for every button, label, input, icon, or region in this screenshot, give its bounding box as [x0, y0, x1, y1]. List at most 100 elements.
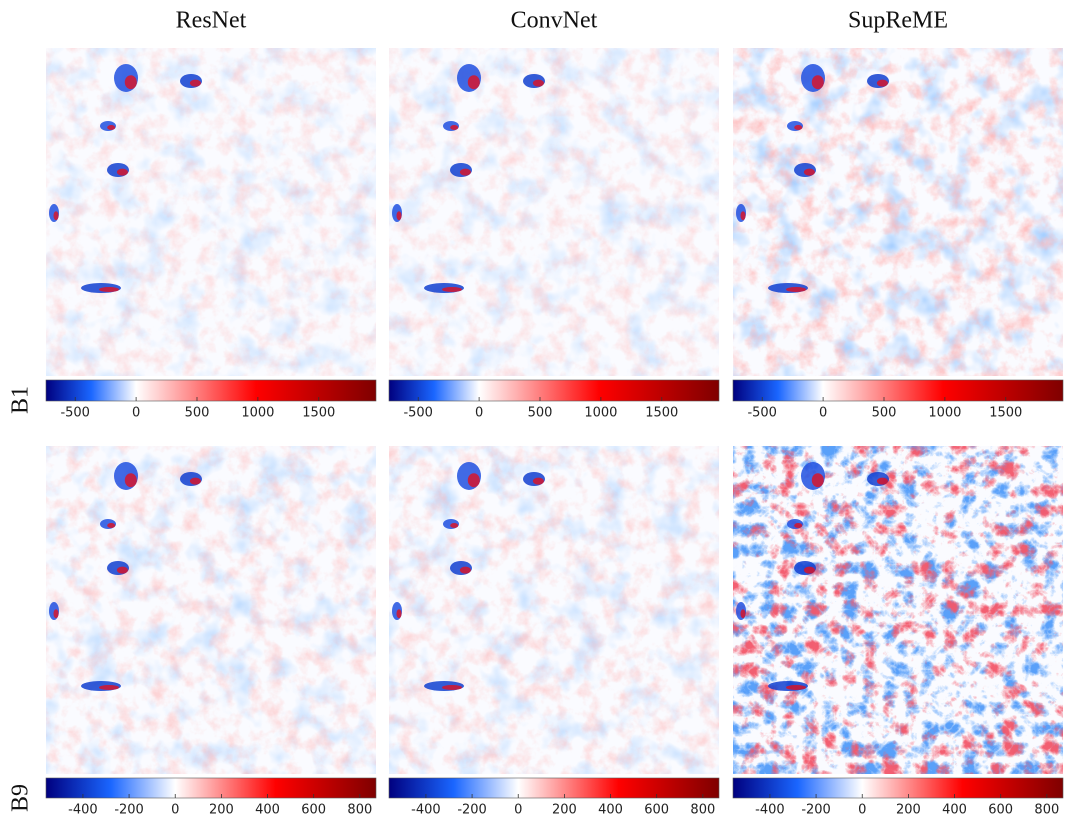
feature: [442, 685, 462, 690]
feature: [125, 75, 137, 89]
tick-label: 0: [132, 406, 140, 421]
tick-label: 0: [514, 803, 522, 818]
residual-map: [733, 446, 1063, 774]
residual-map: [46, 446, 376, 774]
tick-label: 600: [988, 803, 1013, 818]
map-texture: [733, 48, 1063, 376]
tick-label: 1000: [584, 406, 617, 421]
feature: [190, 478, 201, 485]
tick-label: -200: [801, 803, 831, 818]
tick-label: 800: [690, 803, 715, 818]
feature: [877, 80, 888, 87]
colorbar-gradient: [733, 778, 1063, 798]
tick-label: 200: [552, 803, 577, 818]
row-label: B9: [8, 784, 34, 812]
feature: [741, 211, 746, 220]
tick-label: -400: [68, 803, 98, 818]
feature: [741, 609, 746, 618]
residual-map: [389, 446, 719, 774]
feature: [786, 685, 806, 690]
tick-label: 0: [858, 803, 866, 818]
feature: [533, 478, 544, 485]
tick-label: 600: [301, 803, 326, 818]
feature: [450, 125, 458, 130]
feature: [190, 80, 201, 87]
feature: [794, 125, 802, 130]
tick-label: -500: [403, 406, 433, 421]
map-texture: [733, 446, 1063, 774]
colorbar-gradient: [389, 380, 719, 401]
column-title: ConvNet: [511, 8, 598, 34]
tick-label: 400: [942, 803, 967, 818]
tick-label: -500: [747, 406, 777, 421]
residual-map: [389, 48, 719, 376]
feature: [54, 211, 59, 220]
column-title: ResNet: [176, 8, 247, 34]
tick-label: -500: [60, 406, 90, 421]
map-texture: [389, 446, 719, 774]
tick-label: -200: [457, 803, 487, 818]
tick-label: 200: [896, 803, 921, 818]
feature: [442, 287, 462, 292]
colorbar-gradient: [46, 380, 376, 401]
feature: [804, 169, 815, 176]
tick-label: 400: [255, 803, 280, 818]
colorbar-gradient: [46, 778, 376, 798]
feature: [99, 685, 119, 690]
feature: [533, 80, 544, 87]
colorbar: -400 -200 0 200 400 600 800: [733, 778, 1063, 818]
tick-label: -200: [114, 803, 144, 818]
tick-label: 1500: [989, 406, 1022, 421]
tick-label: 0: [171, 803, 179, 818]
tick-label: 500: [185, 406, 210, 421]
feature: [812, 75, 824, 89]
feature: [877, 478, 888, 485]
feature: [468, 473, 480, 487]
tick-label: 0: [819, 406, 827, 421]
tick-label: 1000: [928, 406, 961, 421]
feature: [468, 75, 480, 89]
row-label: B1: [8, 386, 34, 414]
tick-label: 500: [528, 406, 553, 421]
tick-label: 1500: [302, 406, 335, 421]
tick-label: -400: [755, 803, 785, 818]
tick-label: 800: [347, 803, 372, 818]
colorbar: -500 0 500 1000 1500: [733, 380, 1063, 421]
colorbar: -500 0 500 1000 1500: [389, 380, 719, 421]
feature: [117, 169, 128, 176]
tick-label: 1500: [645, 406, 678, 421]
feature: [397, 211, 402, 220]
tick-label: -400: [411, 803, 441, 818]
column-title: SupReME: [848, 8, 948, 34]
feature: [125, 473, 137, 487]
feature: [794, 523, 802, 528]
map-texture: [46, 446, 376, 774]
tick-label: 500: [872, 406, 897, 421]
feature: [812, 473, 824, 487]
feature: [460, 567, 471, 574]
feature: [804, 567, 815, 574]
tick-label: 400: [598, 803, 623, 818]
tick-label: 0: [475, 406, 483, 421]
colorbar-gradient: [733, 380, 1063, 401]
feature: [99, 287, 119, 292]
residual-map: [46, 48, 376, 376]
colorbar-gradient: [389, 778, 719, 798]
tick-label: 600: [644, 803, 669, 818]
tick-label: 1000: [241, 406, 274, 421]
feature: [107, 125, 115, 130]
colorbar: -400 -200 0 200 400 600 800: [389, 778, 719, 818]
feature: [397, 609, 402, 618]
map-texture: [389, 48, 719, 376]
figure: ResNetConvNetSupReMEB1-500050010001500-5…: [0, 0, 1067, 820]
residual-map: [733, 48, 1063, 376]
tick-label: 800: [1034, 803, 1059, 818]
colorbar: -500 0 500 1000 1500: [46, 380, 376, 421]
feature: [460, 169, 471, 176]
feature: [54, 609, 59, 618]
feature: [450, 523, 458, 528]
feature: [117, 567, 128, 574]
feature: [786, 287, 806, 292]
feature: [107, 523, 115, 528]
